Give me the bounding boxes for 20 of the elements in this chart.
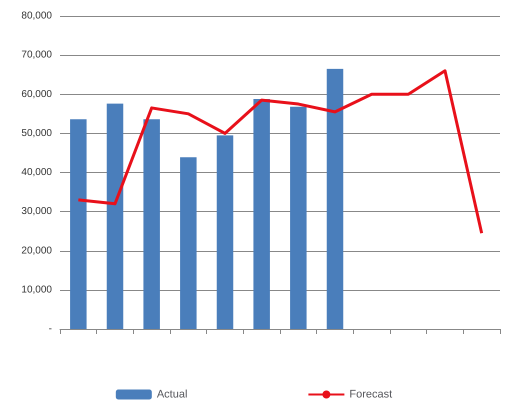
y-tick-label: - [48, 324, 52, 334]
y-tick-label: 10,000 [21, 284, 52, 296]
y-tick-label: 60,000 [21, 88, 52, 100]
bar [143, 119, 160, 329]
y-tick-label: 50,000 [21, 128, 52, 139]
bar [290, 106, 307, 329]
bar [253, 98, 270, 329]
line-series [76, 69, 484, 235]
bar [216, 135, 234, 329]
bar [326, 68, 344, 329]
y-tick-label: 30,000 [21, 206, 52, 218]
legend-label: Forecast [349, 388, 392, 400]
legend-label: Actual [156, 388, 188, 400]
y-tick-label: 80,000 [21, 10, 52, 22]
y-tick-label: 40,000 [21, 167, 52, 178]
y-tick-label: 70,000 [21, 50, 52, 61]
bar [180, 157, 197, 329]
y-tick-label: 20,000 [21, 245, 52, 256]
bar [70, 119, 87, 329]
bar [106, 104, 124, 329]
